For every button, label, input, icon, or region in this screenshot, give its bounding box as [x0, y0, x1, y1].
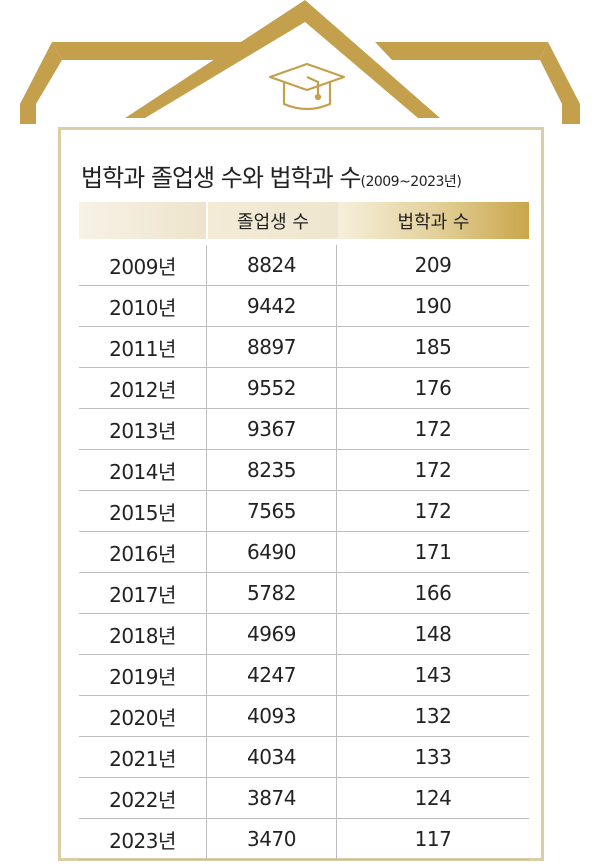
table-row: 2009년 8824 209: [79, 245, 529, 286]
graduation-cap-icon: [268, 62, 346, 111]
cell-law-departments: 209: [414, 253, 452, 277]
cell-year: 2018년: [109, 623, 176, 648]
cell-year: 2016년: [109, 541, 176, 566]
cell-year: 2011년: [109, 336, 176, 361]
cell-law-departments: 172: [414, 417, 452, 441]
cell-year: 2022년: [109, 787, 176, 812]
table-body: 2009년 8824 209 2010년 9442 190 2011년 8897 185 2012…: [79, 245, 529, 860]
table-card: 법학과 졸업생 수와 법학과 수(2009~2023년) 졸업생 수 법학과 수…: [58, 127, 544, 861]
title-range: (2009~2023년): [360, 174, 462, 190]
table-row: 2016년 6490 171: [79, 532, 529, 573]
cell-year: 2012년: [109, 377, 176, 402]
title-main: 법학과 졸업생 수와 법학과 수: [81, 164, 361, 192]
cell-graduates: 9367: [206, 409, 337, 449]
cell-graduates: 6490: [206, 532, 337, 572]
cell-graduates: 4247: [206, 655, 337, 695]
cell-year: 2015년: [109, 500, 176, 525]
table-row: 2019년 4247 143: [79, 655, 529, 696]
cell-year: 2010년: [109, 295, 176, 320]
cell-graduates: 8897: [206, 327, 337, 367]
cell-year: 2020년: [109, 705, 176, 730]
table-row: 2020년 4093 132: [79, 696, 529, 737]
cell-law-departments: 172: [414, 499, 452, 523]
cell-law-departments: 124: [414, 786, 452, 810]
cell-law-departments: 185: [414, 335, 452, 359]
cell-law-departments: 190: [414, 294, 452, 318]
cell-law-departments: 132: [414, 704, 452, 728]
cell-year: 2021년: [109, 746, 176, 771]
table-row: 2013년 9367 172: [79, 409, 529, 450]
cell-law-departments: 176: [414, 376, 452, 400]
cell-year: 2019년: [109, 664, 176, 689]
cell-law-departments: 143: [414, 663, 452, 687]
cell-year: 2023년: [109, 828, 176, 853]
cell-graduates: 7565: [206, 491, 337, 531]
table-row: 2015년 7565 172: [79, 491, 529, 532]
cell-law-departments: 166: [414, 581, 452, 605]
table-title: 법학과 졸업생 수와 법학과 수(2009~2023년): [81, 158, 462, 193]
cell-year: 2017년: [109, 582, 176, 607]
table-row: 2010년 9442 190: [79, 286, 529, 327]
cell-year: 2014년: [109, 459, 176, 484]
cell-graduates: 4093: [206, 696, 337, 736]
cell-graduates: 4969: [206, 614, 337, 654]
table-row: 2014년 8235 172: [79, 450, 529, 491]
cell-graduates: 8235: [206, 450, 337, 490]
table-row: 2012년 9552 176: [79, 368, 529, 409]
table-row: 2017년 5782 166: [79, 573, 529, 614]
table-row: 2018년 4969 148: [79, 614, 529, 655]
table-row: 2022년 3874 124: [79, 778, 529, 819]
cell-law-departments: 117: [414, 827, 452, 851]
cell-graduates: 9552: [206, 368, 337, 408]
cell-graduates: 9442: [206, 286, 337, 326]
cell-graduates: 3874: [206, 778, 337, 818]
header-law-departments: 법학과 수: [338, 202, 529, 239]
cell-graduates: 4034: [206, 737, 337, 777]
cell-graduates: 3470: [206, 819, 337, 859]
cell-graduates: 8824: [206, 245, 337, 285]
cell-law-departments: 171: [414, 540, 452, 564]
header-year: [79, 202, 206, 239]
cell-graduates: 5782: [206, 573, 337, 613]
table-header: 졸업생 수 법학과 수: [79, 202, 529, 239]
table-row: 2021년 4034 133: [79, 737, 529, 778]
table-row: 2023년 3470 117: [79, 819, 529, 860]
cell-year: 2013년: [109, 418, 176, 443]
house-roof-icon: [20, 0, 580, 124]
header-graduates: 졸업생 수: [208, 202, 338, 239]
cell-law-departments: 172: [414, 458, 452, 482]
cell-law-departments: 133: [414, 745, 452, 769]
cell-year: 2009년: [109, 254, 176, 279]
table-row: 2011년 8897 185: [79, 327, 529, 368]
cell-law-departments: 148: [414, 622, 452, 646]
